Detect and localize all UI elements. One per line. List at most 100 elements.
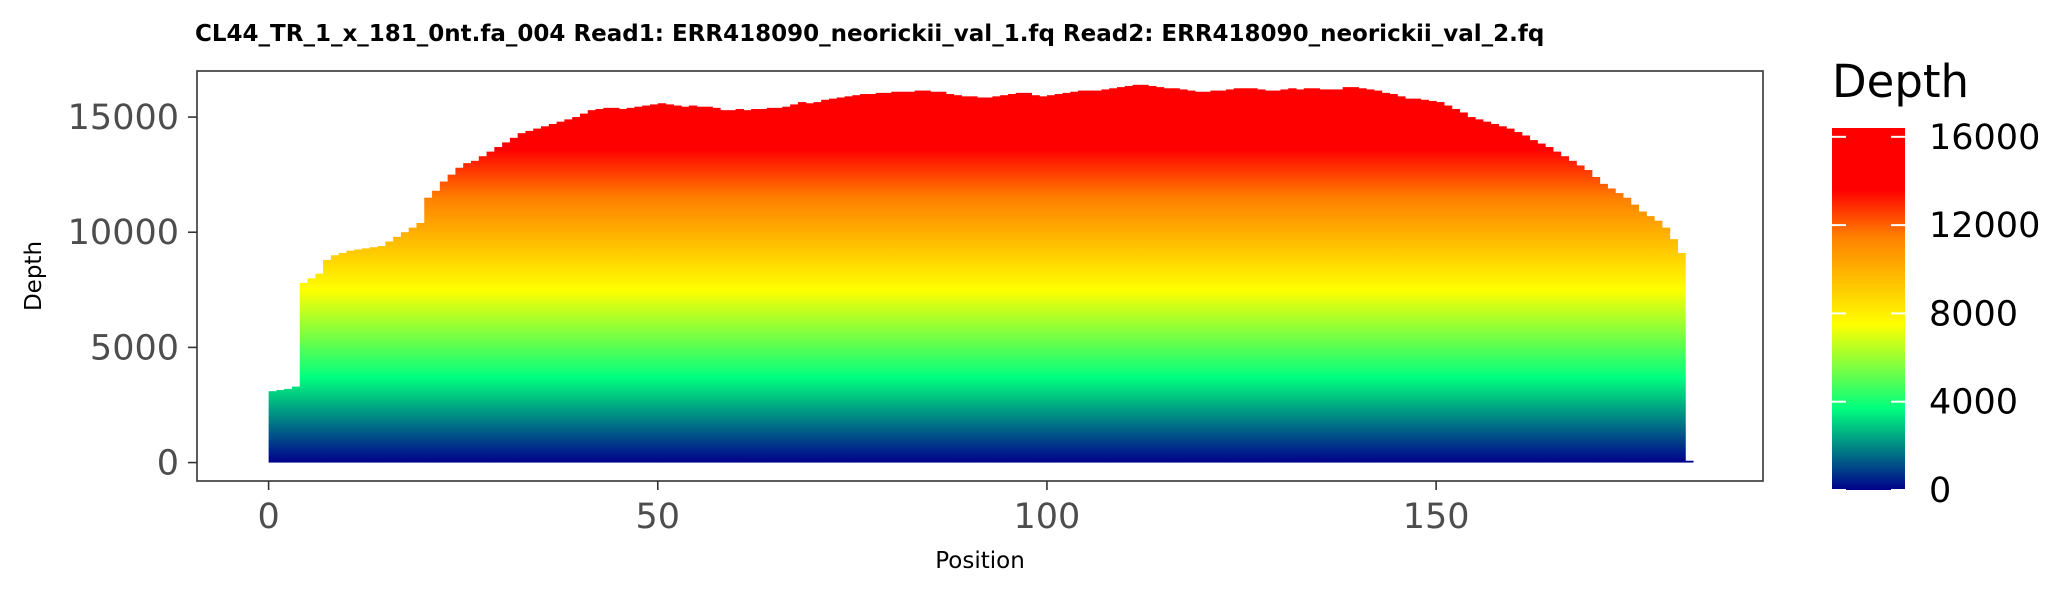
depth-bar: [587, 110, 597, 463]
depth-bar: [533, 128, 542, 463]
depth-bar: [1677, 252, 1686, 463]
depth-bar: [720, 110, 729, 463]
color-legend: Depth 0 4000 8000 12000 16000: [1832, 55, 2040, 511]
depth-bar: [852, 95, 861, 463]
chart-title: CL44_TR_1_x_181_0nt.fa_004 Read1: ERR418…: [195, 21, 1544, 47]
depth-bar: [1467, 117, 1476, 463]
depth-bar: [899, 91, 908, 463]
depth-bar: [1459, 112, 1468, 463]
legend-tick-label: 8000: [1929, 294, 2018, 334]
depth-bar: [1630, 204, 1640, 463]
depth-bar: [276, 390, 285, 463]
depth-bar: [1498, 126, 1507, 463]
depth-bar: [1078, 90, 1087, 463]
depth-bar: [541, 126, 550, 463]
depth-bar: [1000, 95, 1009, 463]
depth-bar: [424, 197, 433, 463]
depth-bar: [766, 107, 776, 463]
y-axis-title: Depth: [21, 241, 47, 311]
depth-bar: [1350, 87, 1359, 463]
depth-bar: [1155, 87, 1165, 463]
depth-bar: [463, 163, 472, 463]
depth-bar: [883, 92, 892, 463]
depth-bar: [1334, 89, 1344, 463]
depth-bar: [1436, 102, 1445, 463]
depth-bar: [1124, 85, 1134, 463]
depth-bar: [1257, 89, 1266, 463]
depth-bar: [346, 250, 355, 463]
legend-title: Depth: [1832, 55, 1969, 108]
depth-bar: [1482, 121, 1492, 463]
depth-bar: [642, 105, 651, 463]
depth-bar: [673, 105, 682, 463]
depth-bar: [774, 107, 783, 463]
depth-bar: [548, 123, 558, 463]
depth-bar: [1513, 132, 1523, 463]
depth-bar: [393, 236, 402, 463]
depth-bar: [727, 110, 737, 463]
depth-bar: [1443, 105, 1453, 463]
depth-bar: [1241, 88, 1250, 463]
x-axis: 0 50 100 150: [257, 481, 1470, 537]
depth-bar: [494, 147, 503, 463]
depth-bar: [502, 142, 511, 463]
depth-bar: [509, 137, 519, 463]
depth-bar: [385, 241, 394, 463]
depth-bar: [1085, 90, 1095, 463]
depth-bar: [291, 386, 301, 463]
legend-ticks: 0 4000 8000 12000 16000: [1832, 118, 2040, 511]
depth-bar: [1685, 460, 1694, 463]
depth-bar: [299, 282, 309, 463]
depth-bar: [1296, 89, 1305, 463]
depth-bar: [1303, 88, 1313, 463]
depth-bar: [369, 247, 379, 463]
depth-bar: [657, 103, 667, 463]
depth-bar: [564, 119, 573, 463]
depth-bar: [1249, 88, 1258, 463]
depth-bar: [1397, 96, 1406, 463]
depth-bar: [572, 117, 581, 463]
y-tick-label: 15000: [68, 98, 179, 138]
depth-bar: [362, 248, 371, 463]
depth-bar: [821, 99, 830, 463]
depth-bar: [836, 97, 846, 463]
depth-bar: [1140, 84, 1149, 463]
depth-bar: [1381, 92, 1390, 463]
depth-bar: [1062, 92, 1071, 463]
depth-bar: [922, 90, 931, 463]
depth-bar: [432, 190, 441, 463]
depth-bar: [400, 232, 410, 463]
depth-bar: [556, 121, 565, 463]
depth-bar: [1187, 90, 1196, 463]
legend-tick-label: 16000: [1929, 118, 2040, 158]
depth-bar: [1521, 135, 1531, 463]
depth-bar: [914, 90, 923, 463]
depth-bar: [930, 91, 939, 463]
depth-bar: [1327, 89, 1336, 463]
depth-bar: [751, 109, 760, 463]
depth-bar: [1046, 95, 1056, 463]
depth-bar: [1202, 91, 1211, 463]
depth-bar: [1225, 89, 1235, 463]
depth-bar: [743, 110, 752, 463]
depth-bar: [1475, 119, 1484, 463]
depth-bar: [1101, 89, 1110, 463]
depth-bar: [1661, 227, 1671, 463]
depth-bar: [829, 98, 838, 463]
legend-tick-label: 4000: [1929, 383, 2018, 423]
depth-bar: [1490, 123, 1499, 463]
x-axis-title: Position: [935, 548, 1025, 574]
depth-bar: [976, 97, 986, 463]
depth-bar: [1109, 88, 1118, 463]
depth-bar: [1366, 89, 1375, 463]
depth-bar: [377, 246, 386, 463]
depth-bar: [307, 278, 316, 463]
depth-bar: [688, 105, 698, 463]
depth-bar: [992, 96, 1001, 463]
depth-bar: [844, 96, 853, 463]
depth-bar: [1389, 94, 1398, 463]
panel-border: [196, 70, 1764, 482]
depth-bar: [478, 156, 488, 463]
depth-bar: [1560, 156, 1570, 463]
